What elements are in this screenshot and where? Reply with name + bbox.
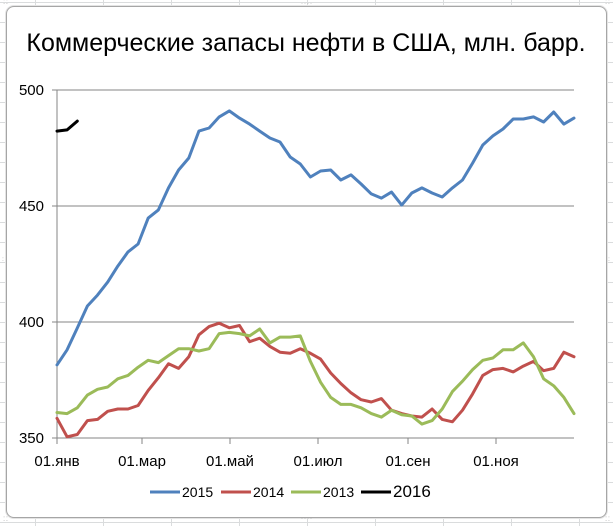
series-line-2015[interactable] (55, 109, 576, 367)
resize-handle-bottom[interactable]: ···· (301, 516, 313, 522)
x-axis: 01.янв 01.мар 01.май 01.июл 01.сен 01.ноя (34, 438, 519, 470)
legend-label: 2015 (182, 484, 213, 500)
resize-handle-right[interactable]: : (608, 257, 611, 263)
legend-label: 2013 (323, 484, 354, 500)
legend-item-2013[interactable]: 2013 (291, 484, 354, 500)
x-tick-label: 01.сен (386, 453, 431, 470)
x-tick-label: 01.янв (34, 453, 79, 470)
series-line-2016[interactable] (55, 119, 79, 133)
legend[interactable]: 2015 2014 2013 2016 (150, 482, 431, 501)
x-tick-label: 01.ноя (473, 453, 519, 470)
plot-area[interactable] (55, 109, 576, 439)
resize-handle-bottom-left[interactable]: ⁚⁚ (3, 517, 9, 523)
x-tick-label: 01.мар (118, 453, 166, 470)
legend-label: 2014 (253, 484, 284, 500)
resize-handle-top-right[interactable]: ⁚⁚ (605, 0, 611, 6)
resize-handle-left[interactable]: : (2, 257, 5, 263)
legend-item-2016[interactable]: 2016 (361, 482, 431, 501)
gridlines (52, 89, 574, 439)
series-line-2014[interactable] (55, 321, 576, 439)
y-tick-label: 500 (19, 82, 44, 99)
resize-handle-top-left[interactable]: ⁚⁚ (3, 0, 9, 6)
legend-item-2015[interactable]: 2015 (150, 484, 213, 500)
chart-container[interactable] (6, 6, 607, 518)
resize-handle-top[interactable]: ···· (301, 1, 313, 7)
y-tick-label: 350 (19, 430, 44, 447)
resize-handle-bottom-right[interactable]: ⁚⁚ (605, 517, 611, 523)
series-line-2013[interactable] (55, 327, 576, 426)
x-tick-label: 01.май (206, 453, 254, 470)
y-tick-label: 450 (19, 198, 44, 215)
chart-title: Коммерческие запасы нефти в США, млн. ба… (26, 29, 585, 57)
legend-label: 2016 (393, 482, 431, 501)
legend-item-2014[interactable]: 2014 (221, 484, 284, 500)
y-axis: 350 400 450 500 (19, 82, 58, 447)
x-tick-label: 01.июл (294, 453, 343, 470)
y-tick-label: 400 (19, 314, 44, 331)
